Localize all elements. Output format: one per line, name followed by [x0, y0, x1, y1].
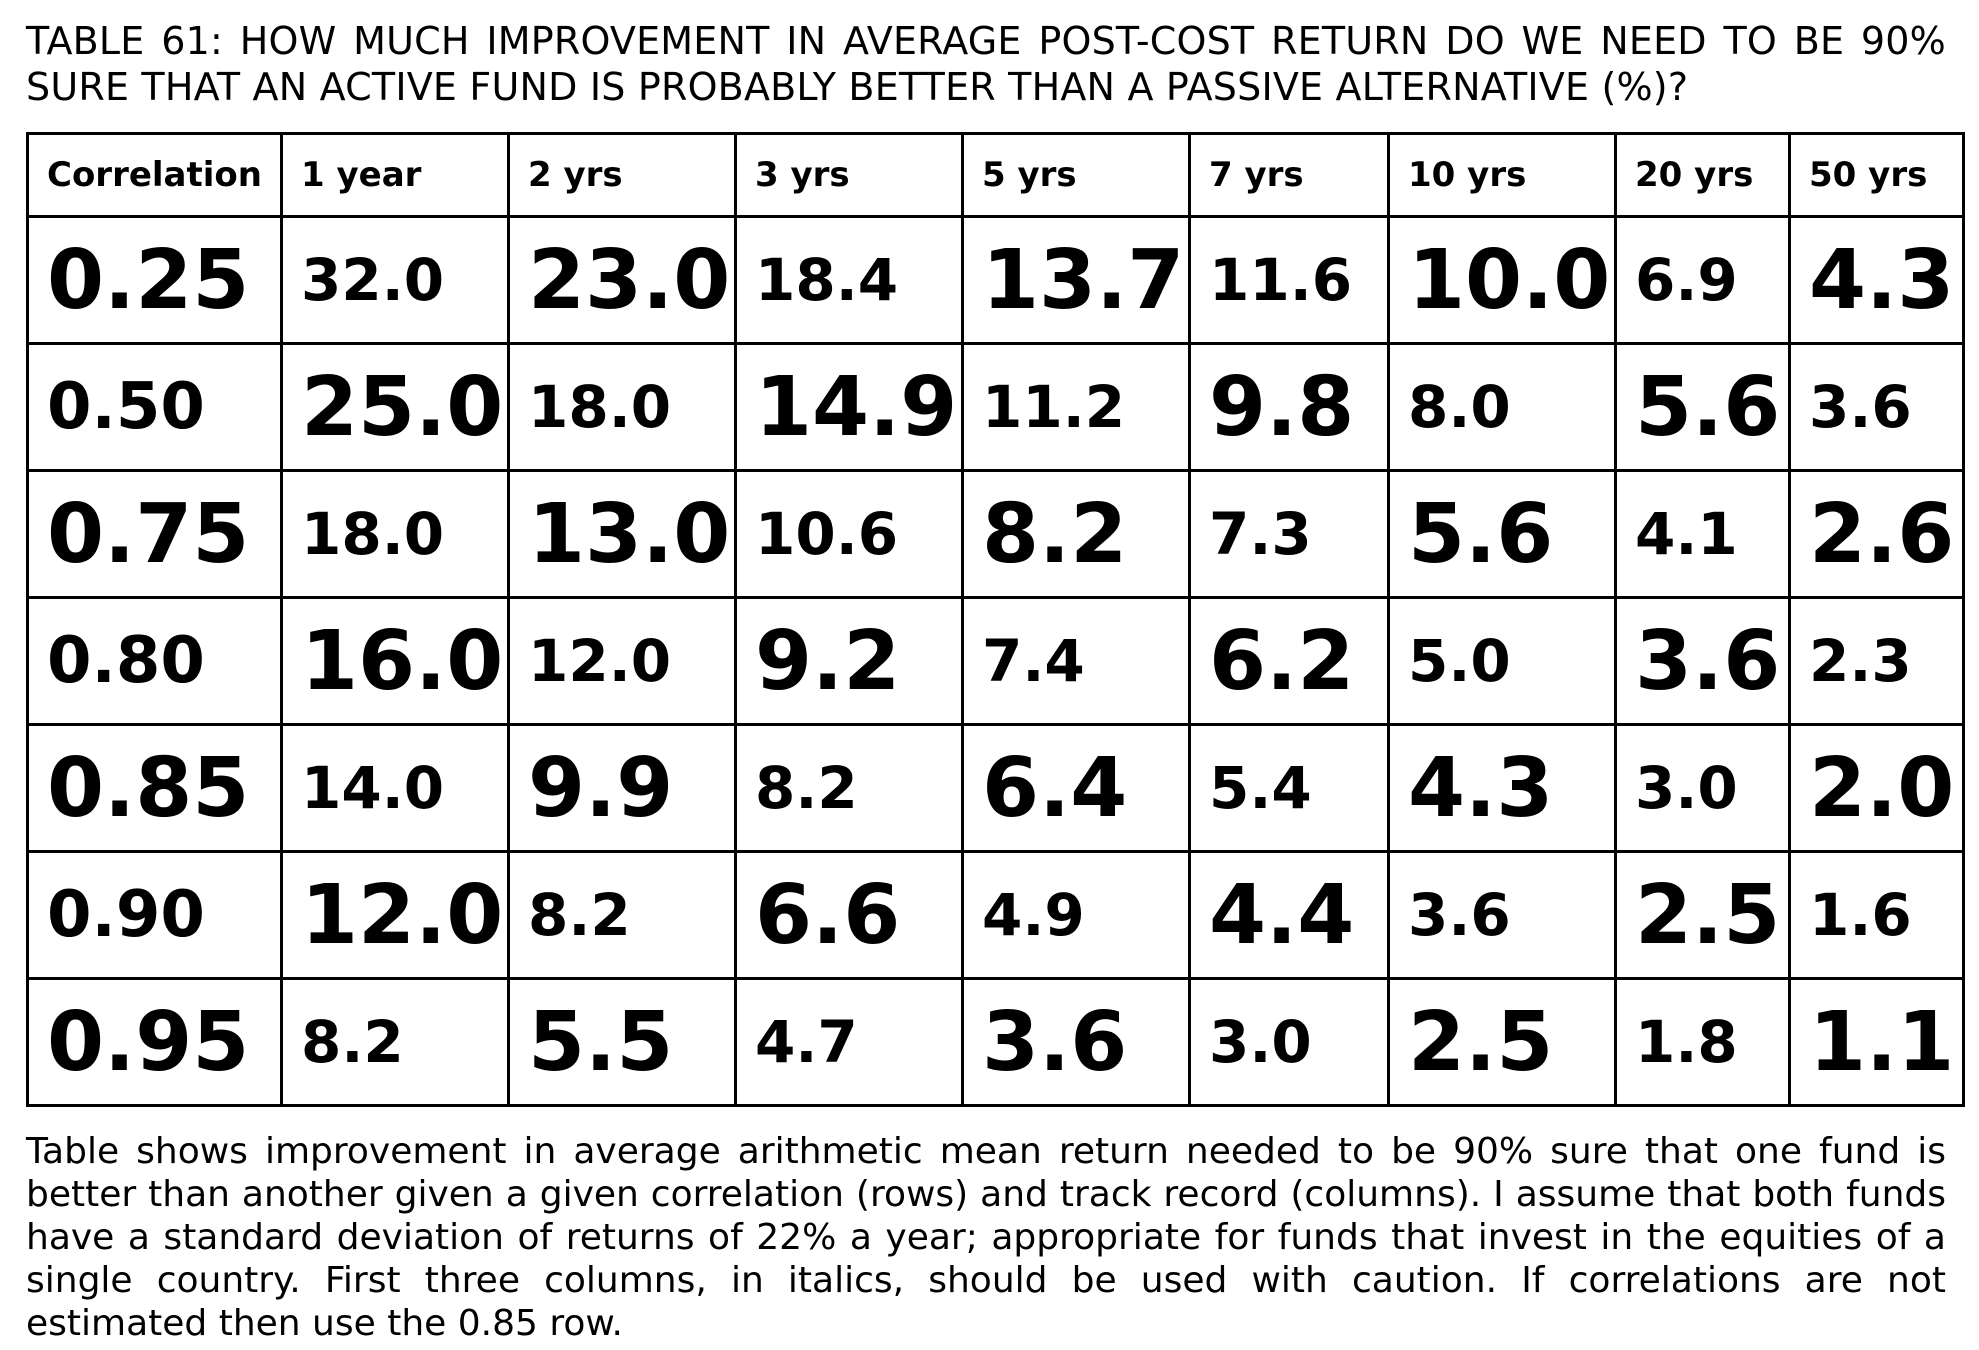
table-cell: 14.9	[734, 342, 964, 472]
header-20-yrs: 20 yrs	[1614, 132, 1791, 218]
data-table: Correlation 1 year 2 yrs 3 yrs 5 yrs 7 y…	[26, 132, 1965, 1107]
table-cell: 7.4	[961, 596, 1191, 726]
header-7-yrs: 7 yrs	[1188, 132, 1390, 218]
table-cell: 4.7	[734, 977, 964, 1107]
header-row: Correlation 1 year 2 yrs 3 yrs 5 yrs 7 y…	[26, 132, 1965, 218]
table-cell: 1.1	[1788, 977, 1965, 1107]
header-10-yrs: 10 yrs	[1387, 132, 1617, 218]
table-cell: 32.0	[280, 215, 510, 345]
table-cell: 13.0	[507, 469, 737, 599]
table-row: 0.80 16.0 12.0 9.2 7.4 6.2 5.0 3.6 2.3	[26, 596, 1965, 726]
table-cell: 12.0	[280, 850, 510, 980]
table-cell: 5.4	[1188, 723, 1390, 853]
table-cell: 12.0	[507, 596, 737, 726]
table-cell: 11.2	[961, 342, 1191, 472]
header-correlation: Correlation	[26, 132, 283, 218]
table-cell: 8.0	[1387, 342, 1617, 472]
table-cell: 9.9	[507, 723, 737, 853]
table-cell: 14.0	[280, 723, 510, 853]
table-cell: 3.6	[1387, 850, 1617, 980]
table-footnote: Table shows improvement in average arith…	[26, 1131, 1946, 1344]
table-cell: 1.8	[1614, 977, 1791, 1107]
table-cell: 18.0	[280, 469, 510, 599]
table-cell: 8.2	[280, 977, 510, 1107]
table-cell: 5.6	[1614, 342, 1791, 472]
table-cell: 2.3	[1788, 596, 1965, 726]
table-cell: 4.4	[1188, 850, 1390, 980]
table-cell: 4.9	[961, 850, 1191, 980]
table-cell: 16.0	[280, 596, 510, 726]
table-cell: 5.0	[1387, 596, 1617, 726]
header-2-yrs: 2 yrs	[507, 132, 737, 218]
table-cell: 2.6	[1788, 469, 1965, 599]
correlation-cell: 0.80	[26, 596, 283, 726]
table-cell: 6.2	[1188, 596, 1390, 726]
table-cell: 4.1	[1614, 469, 1791, 599]
table-cell: 6.9	[1614, 215, 1791, 345]
table-cell: 8.2	[507, 850, 737, 980]
table-cell: 4.3	[1387, 723, 1617, 853]
table-cell: 2.0	[1788, 723, 1965, 853]
table-cell: 23.0	[507, 215, 737, 345]
table-cell: 7.3	[1188, 469, 1390, 599]
table-cell: 3.6	[961, 977, 1191, 1107]
table-cell: 9.8	[1188, 342, 1390, 472]
table-cell: 10.0	[1387, 215, 1617, 345]
table-title: TABLE 61: HOW MUCH IMPROVEMENT IN AVERAG…	[26, 19, 1946, 109]
correlation-cell: 0.50	[26, 342, 283, 472]
table-cell: 5.6	[1387, 469, 1617, 599]
table-cell: 9.2	[734, 596, 964, 726]
table-row: 0.95 8.2 5.5 4.7 3.6 3.0 2.5 1.8 1.1	[26, 977, 1965, 1107]
table-cell: 3.0	[1614, 723, 1791, 853]
table-row: 0.25 32.0 23.0 18.4 13.7 11.6 10.0 6.9 4…	[26, 215, 1965, 345]
table-cell: 8.2	[961, 469, 1191, 599]
correlation-cell: 0.75	[26, 469, 283, 599]
header-50-yrs: 50 yrs	[1788, 132, 1965, 218]
correlation-cell: 0.95	[26, 977, 283, 1107]
header-5-yrs: 5 yrs	[961, 132, 1191, 218]
table-cell: 18.0	[507, 342, 737, 472]
table-cell: 3.0	[1188, 977, 1390, 1107]
table-cell: 3.6	[1788, 342, 1965, 472]
correlation-cell: 0.85	[26, 723, 283, 853]
header-3-yrs: 3 yrs	[734, 132, 964, 218]
table-row: 0.75 18.0 13.0 10.6 8.2 7.3 5.6 4.1 2.6	[26, 469, 1965, 599]
table-cell: 18.4	[734, 215, 964, 345]
table-cell: 3.6	[1614, 596, 1791, 726]
correlation-cell: 0.90	[26, 850, 283, 980]
table-cell: 10.6	[734, 469, 964, 599]
table-row: 0.85 14.0 9.9 8.2 6.4 5.4 4.3 3.0 2.0	[26, 723, 1965, 853]
table-cell: 13.7	[961, 215, 1191, 345]
table-cell: 4.3	[1788, 215, 1965, 345]
table-row: 0.90 12.0 8.2 6.6 4.9 4.4 3.6 2.5 1.6	[26, 850, 1965, 980]
table-cell: 11.6	[1188, 215, 1390, 345]
table-cell: 6.6	[734, 850, 964, 980]
table-cell: 25.0	[280, 342, 510, 472]
table-cell: 2.5	[1387, 977, 1617, 1107]
table-cell: 1.6	[1788, 850, 1965, 980]
table-cell: 8.2	[734, 723, 964, 853]
correlation-cell: 0.25	[26, 215, 283, 345]
table-cell: 2.5	[1614, 850, 1791, 980]
table-row: 0.50 25.0 18.0 14.9 11.2 9.8 8.0 5.6 3.6	[26, 342, 1965, 472]
table-cell: 6.4	[961, 723, 1191, 853]
header-1-year: 1 year	[280, 132, 510, 218]
table-cell: 5.5	[507, 977, 737, 1107]
